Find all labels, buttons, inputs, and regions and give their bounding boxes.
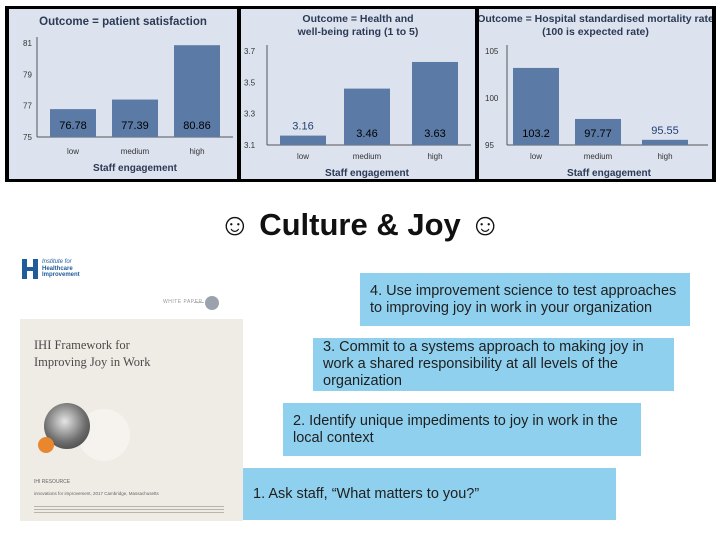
step-1-text: 1. Ask staff, “What matters to you?” (253, 485, 480, 502)
category-label: high (657, 152, 672, 161)
bar (50, 109, 96, 137)
mortality-rate-chart-panel: Outcome = Hospital standardised mortalit… (479, 9, 712, 179)
category-label: medium (121, 147, 150, 156)
ihi-logo-text: Institute for Healthcare Improvement (42, 259, 80, 279)
health-wellbeing-chart-panel: Outcome = Health and well-being rating (1… (241, 9, 475, 179)
category-label: low (530, 152, 542, 161)
org-line-3: Improvement (42, 272, 80, 278)
white-paper-tag: WHITE PAPER (163, 299, 203, 305)
step-1-box: 1. Ask staff, “What matters to you?” (243, 468, 616, 520)
cover-title: IHI Framework for Improving Joy in Work (34, 337, 150, 371)
patient-satisfaction-chart: Outcome = patient satisfaction 81 79 77 75 76… (23, 16, 233, 174)
white-paper-cover: Institute for Healthcare Improvement WHI… (18, 251, 245, 521)
data-label: 103.2 (522, 128, 550, 140)
step-2-box: 2. Identify unique impediments to joy in… (283, 403, 641, 456)
x-axis-label: Staff engagement (325, 168, 410, 179)
data-label: 76.78 (59, 120, 87, 132)
y-tick-label: 100 (485, 94, 499, 103)
y-tick-label: 79 (23, 70, 32, 79)
bar (575, 118, 621, 145)
y-tick-label: 3.3 (244, 110, 256, 119)
x-axis-label: Staff engagement (567, 168, 652, 179)
chart-title: well-being rating (1 to 5) (297, 26, 419, 38)
category-label: medium (584, 152, 613, 161)
charts-strip: Outcome = patient satisfaction 81 79 77 75 76… (5, 6, 716, 182)
category-label: high (427, 152, 442, 161)
category-label: high (189, 147, 204, 156)
chart-title: Outcome = patient satisfaction (39, 16, 207, 28)
org-line-1: Institute for (42, 259, 72, 265)
y-tick-label: 3.5 (244, 78, 256, 87)
bar (280, 135, 326, 145)
bar (112, 99, 158, 137)
chart-title: Outcome = Hospital standardised mortalit… (479, 13, 712, 25)
cover-badge-icon (205, 296, 219, 310)
y-tick-label: 3.1 (244, 141, 256, 150)
mortality-rate-chart: Outcome = Hospital standardised mortalit… (479, 13, 712, 179)
category-label: medium (353, 152, 382, 161)
cover-footer-line: innovations for improvement, 2017 Cambri… (34, 491, 159, 496)
data-label: 3.16 (292, 121, 313, 133)
step-4-box: 4. Use improvement science to test appro… (360, 273, 690, 326)
bar (513, 67, 559, 145)
x-axis-label: Staff engagement (93, 163, 178, 174)
step-3-text: 3. Commit to a systems approach to makin… (323, 339, 644, 389)
resource-tag: IHI RESOURCE (34, 479, 71, 485)
bar (344, 88, 390, 145)
data-label: 3.46 (356, 128, 377, 140)
chart-title: (100 is expected rate) (542, 26, 649, 38)
y-tick-label: 3.7 (244, 47, 256, 56)
smiley-right-icon: ☺ (469, 207, 502, 242)
data-label: 97.77 (584, 128, 612, 140)
patient-satisfaction-chart-panel: Outcome = patient satisfaction 81 79 77 75 76… (9, 9, 237, 179)
bar (174, 45, 220, 138)
bar (412, 61, 458, 145)
data-label: 95.55 (651, 125, 679, 137)
slide-title-text: Culture & Joy (259, 207, 461, 242)
y-tick-label: 81 (23, 39, 32, 48)
y-tick-label: 77 (23, 102, 32, 111)
category-label: low (297, 152, 309, 161)
category-label: low (67, 147, 79, 156)
fine-print (34, 504, 224, 514)
chart-title: Outcome = Health and (302, 13, 413, 25)
y-tick-label: 105 (485, 47, 499, 56)
cover-title-line-1: IHI Framework for (34, 338, 130, 352)
data-label: 80.86 (183, 120, 211, 132)
org-line-2: Healthcare (42, 265, 73, 272)
step-4-text: 4. Use improvement science to test appro… (370, 282, 677, 316)
step-3-box: 3. Commit to a systems approach to makin… (313, 338, 674, 391)
bar (642, 139, 688, 145)
cover-title-line-2: Improving Joy in Work (34, 355, 151, 369)
data-label: 3.63 (424, 128, 445, 140)
orange-accent-dot (38, 437, 54, 453)
slide-title: ☺ Culture & Joy ☺ (190, 207, 530, 243)
y-tick-label: 75 (23, 133, 32, 142)
step-2-text: 2. Identify unique impediments to joy in… (293, 412, 618, 446)
cover-body: IHI Framework for Improving Joy in Work … (20, 319, 243, 521)
data-label: 77.39 (121, 120, 149, 132)
ihi-logo-icon (22, 259, 38, 279)
divider-line (194, 302, 204, 303)
smiley-left-icon: ☺ (218, 207, 251, 242)
y-tick-label: 95 (485, 141, 494, 150)
